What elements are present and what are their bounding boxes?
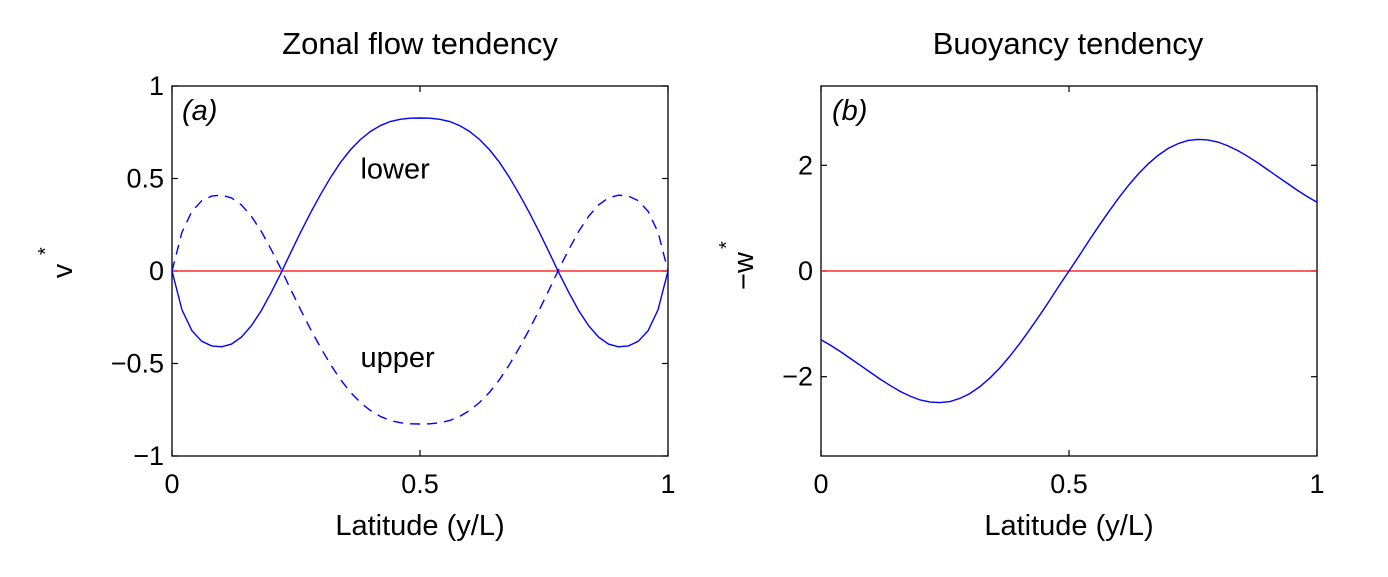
panel-a-xtick-label: 0.5 — [401, 469, 439, 499]
panel-b-ticks: 0 0.5 1 −2 0 2 — [782, 86, 1325, 499]
panel-b-ytick-label: 0 — [798, 256, 813, 286]
panel-b-series-line-line — [820, 138, 1318, 404]
panel-a-xtick-label: 0 — [164, 469, 179, 499]
panel-a-label: (a) — [182, 95, 217, 127]
panel-b-xlabel: Latitude (y/L) — [984, 510, 1153, 542]
panel-b-title: Buoyancy tendency — [933, 26, 1204, 61]
panel-a-ytick-label: −1 — [133, 441, 164, 471]
panel-a-ticks: 0 0.5 1 −1 −0.5 0 0.5 1 — [111, 71, 676, 499]
panel-a-title: Zonal flow tendency — [282, 26, 558, 61]
panel-a-annotation-upper: upper — [360, 342, 435, 374]
panel-a-ylabel: v — [47, 263, 79, 278]
panel-a-ytick-label: 1 — [149, 71, 164, 101]
panel-a-ytick-label: 0.5 — [126, 164, 164, 194]
panel-b-ytick-label: −2 — [782, 362, 813, 392]
panel-a-series — [171, 117, 669, 425]
panel-b-xtick-label: 0 — [813, 469, 828, 499]
panel-b-ylabel-superscript: * — [716, 241, 738, 249]
panel-a-series-upper-line — [171, 194, 669, 425]
panel-b-ylabel: −w — [728, 251, 760, 290]
panel-a-xtick-label: 1 — [660, 469, 675, 499]
panel-a-ylabel-group: v * — [35, 247, 79, 278]
panel-b-ylabel-group: −w * — [716, 241, 760, 290]
panel-a-annotation-lower: lower — [360, 154, 430, 186]
panel-a: Zonal flow tendency 0 0.5 1 −1 −0.5 0 0.5 1 (a)… — [35, 26, 676, 542]
panel-b-xtick-label: 0.5 — [1050, 469, 1088, 499]
panel-b-series — [820, 138, 1318, 404]
panel-a-ytick-label: 0 — [149, 256, 164, 286]
panel-b-xtick-label: 1 — [1309, 469, 1324, 499]
panel-b-ytick-label: 2 — [798, 150, 813, 180]
panel-a-ylabel-superscript: * — [35, 247, 57, 255]
panel-b-label: (b) — [832, 95, 867, 127]
panel-a-ytick-label: −0.5 — [111, 349, 164, 379]
panel-a-annotations: lower upper — [360, 154, 435, 375]
panel-b: Buoyancy tendency 0 0.5 1 −2 0 2 (b) Latitude… — [716, 26, 1325, 542]
panel-a-series-lower-line — [171, 117, 669, 348]
panel-a-xlabel: Latitude (y/L) — [335, 510, 504, 542]
